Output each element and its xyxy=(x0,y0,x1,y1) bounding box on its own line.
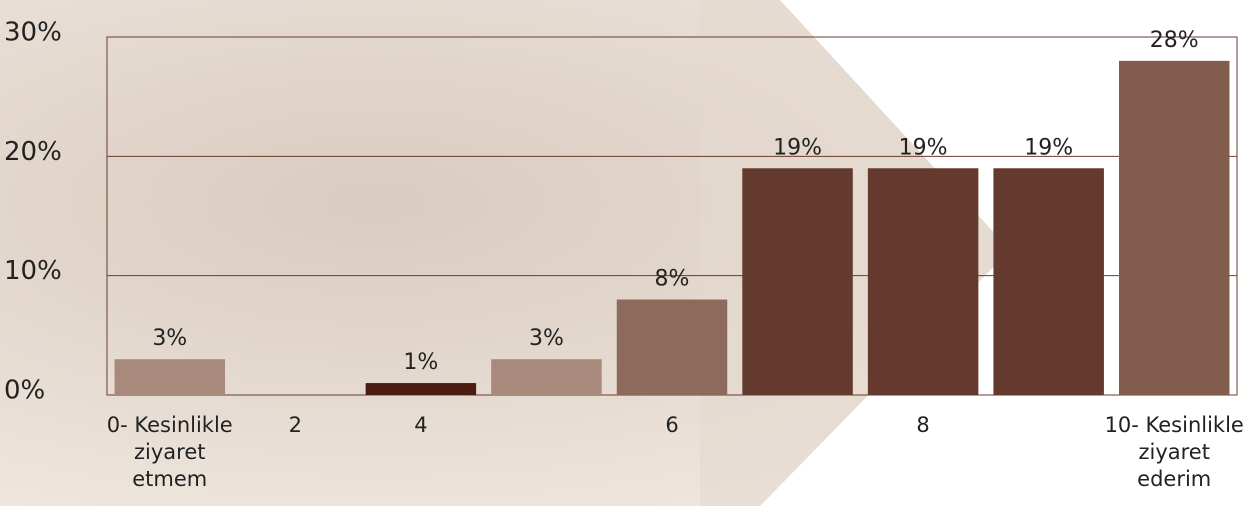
bar xyxy=(616,299,728,395)
y-tick-label: 0% xyxy=(4,376,45,406)
value-label: 19% xyxy=(899,135,948,160)
value-label: 8% xyxy=(655,267,690,292)
value-label: 19% xyxy=(1024,135,1073,160)
bar xyxy=(993,168,1104,395)
x-tick-label: 4 xyxy=(414,413,428,437)
x-tick-label: 8 xyxy=(916,413,930,437)
bar xyxy=(491,359,602,395)
y-tick-label: 20% xyxy=(4,137,62,167)
bar xyxy=(365,383,477,395)
y-tick-label: 10% xyxy=(4,256,62,286)
bar xyxy=(1118,60,1230,395)
value-label: 28% xyxy=(1150,28,1199,53)
y-tick-label: 30% xyxy=(4,18,62,48)
x-tick-label: 2 xyxy=(288,413,303,437)
bar xyxy=(742,168,853,395)
value-label: 1% xyxy=(403,350,438,375)
bar xyxy=(867,168,979,395)
value-label: 3% xyxy=(529,326,564,351)
x-tick-label: 6 xyxy=(665,413,679,437)
value-label: 3% xyxy=(152,326,187,351)
bar xyxy=(114,359,226,395)
x-tick-label: 0- Kesinlikle ziyaret etmem xyxy=(106,413,233,491)
value-label: 19% xyxy=(773,135,822,160)
x-tick-label: 10- Kesinlikle ziyaret ederim xyxy=(1104,413,1244,491)
